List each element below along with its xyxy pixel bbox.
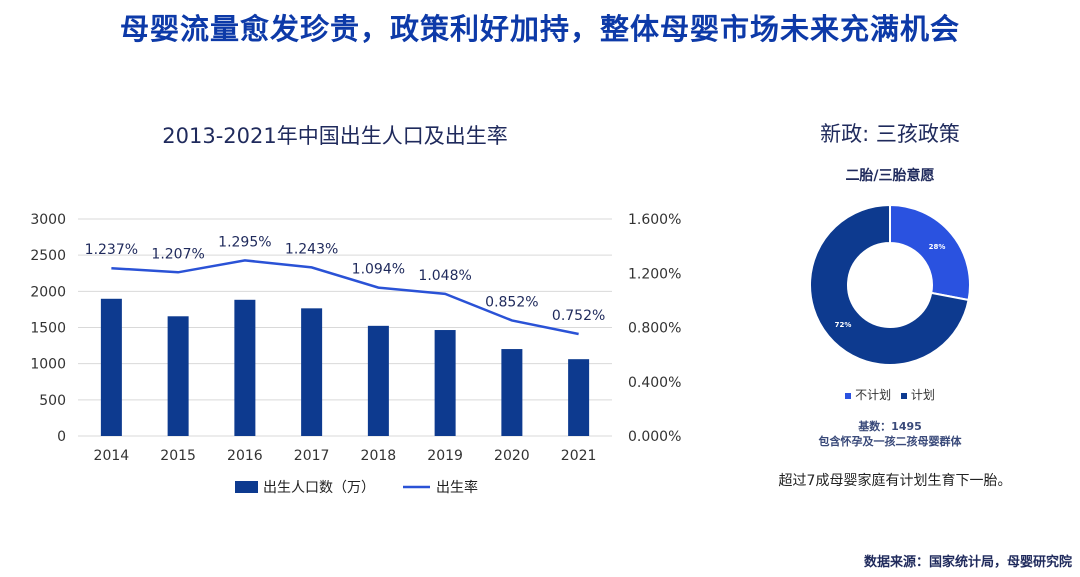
legend-label-planned: 计划 [910, 388, 935, 402]
data-source: 数据来源：国家统计局，母婴研究院 [863, 555, 1072, 570]
legend-swatch-births [235, 481, 258, 493]
bar [434, 330, 456, 436]
legend-item-not-planned: 不计划 [845, 388, 891, 402]
sample-base-note: 包含怀孕及一孩二孩母婴群体 [818, 435, 962, 448]
legend-label-birth-rate: 出生率 [436, 479, 478, 496]
y-right-tick-label: 0.000% [628, 429, 681, 445]
donut-slice-planned [809, 203, 970, 366]
x-tick-label: 2014 [94, 448, 130, 464]
bar [100, 298, 122, 436]
donut-chart-title: 二胎/三胎意愿 [845, 168, 935, 184]
legend-swatch-planned [900, 392, 907, 399]
data-label: 1.207% [151, 246, 204, 262]
sample-base-count: 基数：1495 [858, 420, 922, 433]
x-tick-label: 2017 [294, 448, 330, 464]
x-tick-label: 2020 [494, 448, 530, 464]
policy-title: 新政: 三孩政策 [820, 122, 960, 146]
y-left-tick-label: 2500 [30, 248, 66, 264]
data-label: 1.094% [352, 262, 405, 278]
y-left-tick-label: 0 [57, 429, 66, 445]
conclusion-text: 超过7成母婴家庭有计划生育下一胎。 [778, 473, 1012, 489]
birth-chart: 2013-2021年中国出生人口及出生率 0 500 1000 1500 2000 2500… [30, 124, 681, 496]
y-left-tick-label: 2000 [30, 284, 66, 300]
bar [234, 299, 256, 436]
bar [367, 325, 389, 436]
data-label: 0.852% [485, 294, 538, 310]
x-tick-label: 2015 [160, 448, 196, 464]
x-tick-label: 2019 [427, 448, 463, 464]
x-tick-label: 2018 [361, 448, 397, 464]
y-right-tick-label: 1.600% [628, 212, 681, 228]
legend-label-not-planned: 不计划 [855, 388, 892, 402]
legend-swatch-not-planned [845, 392, 852, 399]
donut-slice-label: 72% [835, 321, 852, 329]
intention-donut-chart: 28% 72% [809, 203, 971, 366]
bar [301, 308, 323, 436]
y-left-tick-label: 1000 [30, 357, 66, 373]
data-label: 1.237% [85, 242, 138, 258]
chart-title: 2013-2021年中国出生人口及出生率 [162, 124, 507, 148]
y-left-tick-label: 3000 [30, 212, 66, 228]
data-label: 0.752% [552, 308, 605, 324]
x-tick-label: 2016 [227, 448, 263, 464]
bar [501, 349, 523, 436]
birth-rate-line [111, 259, 579, 336]
y-right-tick-label: 1.200% [628, 266, 681, 282]
y-left-tick-label: 1500 [30, 321, 66, 337]
y-right-tick-label: 0.800% [628, 321, 681, 337]
donut-slice-label: 28% [929, 243, 946, 251]
donut-legend: 不计划 计划 [790, 386, 990, 403]
y-left-tick-label: 500 [39, 393, 66, 409]
x-tick-label: 2021 [561, 448, 597, 464]
legend-item-planned: 计划 [900, 388, 935, 402]
y-right-tick-label: 0.400% [628, 375, 681, 391]
bar [167, 316, 189, 436]
legend-label-births: 出生人口数（万） [263, 480, 375, 496]
bar [568, 359, 590, 436]
page-headline: 母婴流量愈发珍贵，政策利好加持，整体母婴市场未来充满机会 [119, 12, 960, 46]
data-label: 1.295% [218, 234, 271, 250]
data-label: 1.243% [285, 241, 338, 257]
data-label: 1.048% [418, 268, 471, 284]
donut-slice-not-planned [889, 203, 971, 302]
